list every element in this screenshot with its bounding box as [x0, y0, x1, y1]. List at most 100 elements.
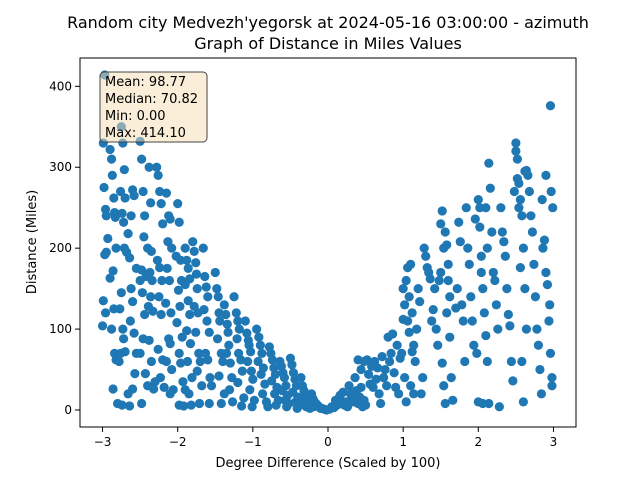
data-point: [182, 356, 193, 367]
data-point: [397, 348, 407, 358]
data-point: [473, 195, 483, 205]
data-point: [145, 267, 155, 278]
data-point: [448, 395, 458, 405]
data-point: [388, 329, 398, 339]
data-point: [146, 356, 156, 367]
data-point: [97, 321, 108, 331]
data-point: [506, 356, 516, 367]
data-point: [433, 340, 443, 350]
data-point: [201, 282, 211, 292]
data-point: [394, 389, 404, 399]
data-point: [188, 237, 198, 247]
data-point: [149, 384, 159, 394]
data-point: [178, 377, 188, 387]
data-point: [338, 387, 348, 397]
data-point: [179, 401, 189, 411]
data-point: [212, 334, 223, 344]
data-point: [377, 352, 387, 362]
data-point: [218, 356, 228, 367]
data-point: [521, 324, 532, 334]
data-point: [481, 203, 491, 213]
data-point: [428, 305, 438, 315]
data-point: [221, 309, 231, 320]
data-point: [174, 348, 184, 358]
data-point: [118, 324, 128, 334]
data-point: [389, 368, 399, 378]
data-point: [527, 227, 538, 237]
data-point: [123, 229, 133, 239]
data-point: [229, 292, 239, 302]
data-point: [437, 358, 447, 368]
data-point: [410, 356, 420, 367]
data-point: [376, 398, 386, 409]
stats-median: Median: 70.82: [105, 92, 198, 107]
x-tick-label: 0: [324, 435, 332, 449]
data-point: [360, 400, 371, 410]
data-point: [257, 348, 267, 358]
data-point: [398, 284, 408, 294]
data-point: [539, 235, 550, 245]
data-point: [203, 292, 213, 302]
data-point: [144, 162, 154, 172]
data-point: [404, 292, 414, 302]
data-point: [111, 243, 121, 253]
data-point: [371, 374, 381, 384]
data-point: [368, 382, 378, 392]
data-point: [147, 275, 157, 286]
x-tick-label: 2: [474, 435, 482, 449]
data-point: [296, 373, 306, 383]
x-tick-label: −1: [244, 435, 262, 449]
data-point: [233, 377, 243, 388]
data-point: [126, 211, 136, 221]
data-point: [467, 316, 477, 326]
data-point: [248, 374, 258, 384]
data-point: [185, 309, 195, 320]
data-point: [287, 360, 297, 370]
data-point: [214, 371, 224, 381]
data-point: [206, 381, 217, 391]
data-point: [240, 316, 250, 326]
data-point: [135, 275, 145, 286]
data-point: [442, 240, 452, 250]
data-point: [182, 326, 192, 336]
data-point: [120, 347, 130, 357]
data-point: [440, 227, 450, 237]
data-point: [443, 259, 453, 269]
data-point: [440, 398, 450, 409]
data-point: [362, 355, 372, 365]
data-point: [105, 273, 115, 283]
data-point: [415, 296, 425, 307]
data-point: [255, 340, 265, 350]
data-point: [154, 292, 164, 302]
data-point: [479, 308, 489, 318]
data-point: [493, 324, 503, 334]
data-point: [125, 316, 135, 326]
data-point: [427, 316, 437, 326]
data-point: [548, 203, 558, 213]
data-point: [379, 373, 389, 383]
data-point: [267, 376, 277, 386]
data-point: [199, 305, 209, 315]
data-point: [101, 247, 111, 257]
data-point: [478, 398, 488, 409]
data-point: [125, 253, 135, 263]
data-point: [509, 186, 519, 197]
data-point: [180, 279, 190, 290]
data-point: [356, 364, 366, 375]
data-point: [247, 402, 257, 412]
data-point: [146, 246, 156, 256]
data-point: [212, 284, 222, 294]
data-point: [140, 368, 150, 379]
data-point: [155, 373, 166, 383]
data-point: [436, 267, 446, 278]
data-point: [470, 214, 480, 224]
data-point: [161, 298, 171, 308]
data-point: [464, 259, 474, 269]
data-point: [210, 267, 220, 278]
x-tick-label: 1: [399, 435, 407, 449]
data-point: [547, 373, 557, 383]
data-point: [363, 369, 374, 379]
data-point: [108, 384, 118, 394]
stats-box-background: [99, 71, 208, 143]
